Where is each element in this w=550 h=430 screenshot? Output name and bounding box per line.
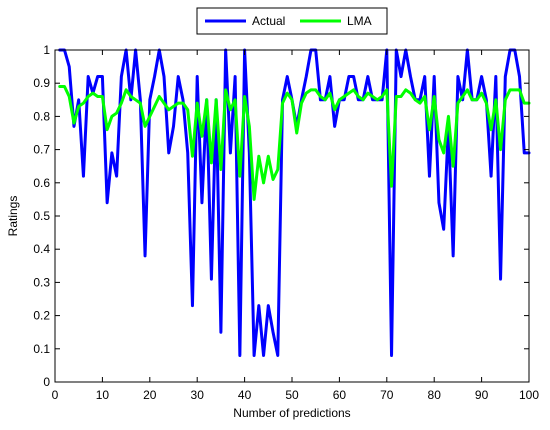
x-tick-label: 20	[143, 388, 157, 402]
y-axis-title: Ratings	[6, 196, 20, 237]
series-line-lma	[58, 85, 531, 201]
x-tick-label: 70	[380, 388, 394, 402]
x-tick-label: 40	[238, 388, 252, 402]
series-layer	[58, 48, 531, 357]
y-tick-label: 0.1	[33, 342, 50, 356]
x-tick-label: 30	[191, 388, 205, 402]
y-tick-label: 0.4	[33, 242, 50, 256]
legend: Actual LMA	[196, 7, 388, 35]
y-tick-label: 0	[43, 375, 50, 389]
y-tick-label: 0.7	[33, 143, 50, 157]
y-tick-label: 0.6	[33, 176, 50, 190]
x-tick-label: 0	[52, 388, 59, 402]
x-axis-title: Number of predictions	[233, 406, 350, 420]
x-tick-label: 10	[96, 388, 110, 402]
x-tick-label: 60	[333, 388, 347, 402]
x-tick-label: 90	[475, 388, 489, 402]
y-tick-label: 0.3	[33, 275, 50, 289]
y-tick-label: 0.9	[33, 76, 50, 90]
x-tick-label: 80	[428, 388, 442, 402]
x-tick-label: 50	[285, 388, 299, 402]
legend-label-lma: LMA	[347, 14, 372, 28]
x-axis: 0 10 20 30 40 50 60 70 80 90 100	[52, 50, 539, 402]
y-tick-label: 0.8	[33, 109, 50, 123]
y-tick-label: 0.5	[33, 209, 50, 223]
x-tick-label: 100	[519, 388, 539, 402]
plot-area	[54, 48, 531, 383]
legend-label-actual: Actual	[252, 14, 285, 28]
y-tick-label: 0.2	[33, 309, 50, 323]
y-axis: 0 0.1 0.2 0.3 0.4 0.5 0.6 0.7 0.8 0.9 1	[33, 43, 529, 389]
y-tick-label: 1	[43, 43, 50, 57]
